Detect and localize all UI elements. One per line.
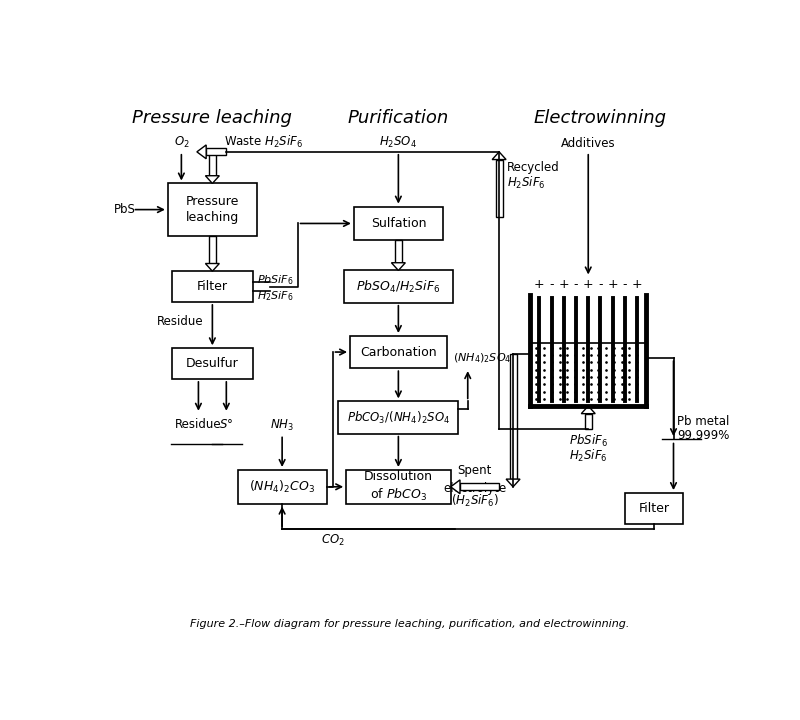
Text: +: + (632, 278, 642, 291)
Text: Pressure leaching: Pressure leaching (133, 109, 292, 127)
Bar (585, 414, 592, 429)
Text: Dissolution
of $PbCO_3$: Dissolution of $PbCO_3$ (364, 470, 433, 503)
Bar (209, 235, 216, 264)
Text: Filter: Filter (197, 280, 228, 293)
Text: $H_2SO_4$: $H_2SO_4$ (379, 135, 418, 150)
Text: Additives: Additives (561, 137, 615, 150)
Bar (354, 207, 443, 240)
Text: electrolyte: electrolyte (443, 482, 506, 495)
Text: $H_2SiF_6$: $H_2SiF_6$ (507, 174, 546, 191)
Text: Purification: Purification (348, 109, 449, 127)
Polygon shape (206, 176, 219, 184)
Text: Sulfation: Sulfation (370, 217, 426, 230)
Text: -: - (598, 278, 602, 291)
Text: $(NH_4)_2SO_4$: $(NH_4)_2SO_4$ (453, 351, 511, 365)
Text: $NH_3$: $NH_3$ (270, 418, 294, 433)
Bar (238, 470, 326, 504)
Text: +: + (534, 278, 545, 291)
Text: Carbonation: Carbonation (360, 346, 437, 359)
Text: $PbSiF_6$: $PbSiF_6$ (569, 433, 608, 449)
Polygon shape (582, 406, 595, 414)
Polygon shape (206, 264, 219, 271)
Text: +: + (583, 278, 594, 291)
Bar (206, 148, 226, 156)
Polygon shape (197, 145, 206, 159)
Text: $O_2$: $O_2$ (174, 135, 190, 150)
Text: Recycled: Recycled (507, 161, 560, 174)
Bar (625, 493, 683, 523)
Text: Figure 2.–Flow diagram for pressure leaching, purification, and electrowinning.: Figure 2.–Flow diagram for pressure leac… (190, 619, 630, 629)
Bar (460, 483, 499, 490)
Text: Spent: Spent (458, 464, 492, 477)
Text: Residue: Residue (175, 418, 222, 431)
Bar (395, 240, 402, 263)
Bar (344, 271, 453, 303)
Text: Pb metal: Pb metal (678, 415, 730, 428)
Text: PbS: PbS (114, 203, 136, 216)
Text: $(H_2SiF_6)$: $(H_2SiF_6)$ (451, 492, 498, 509)
Text: Electrowinning: Electrowinning (534, 109, 666, 127)
Bar (209, 152, 216, 176)
Polygon shape (492, 152, 506, 160)
Bar (172, 348, 253, 379)
Polygon shape (450, 480, 460, 494)
Text: $CO_2$: $CO_2$ (321, 533, 345, 548)
Text: Desulfur: Desulfur (186, 357, 238, 370)
Bar (168, 184, 257, 235)
Bar (172, 271, 253, 302)
Bar (510, 354, 517, 479)
Polygon shape (391, 263, 406, 271)
Text: $PbSO_4/H_2SiF_6$: $PbSO_4/H_2SiF_6$ (356, 279, 441, 294)
Text: +: + (607, 278, 618, 291)
Polygon shape (506, 479, 520, 487)
Text: -: - (574, 278, 578, 291)
Text: $H_2SiF_6$: $H_2SiF_6$ (257, 289, 293, 302)
Bar (350, 336, 447, 368)
Text: Residue: Residue (157, 315, 203, 328)
Text: -: - (622, 278, 627, 291)
Text: +: + (558, 278, 569, 291)
Text: Filter: Filter (638, 502, 670, 515)
Bar (338, 401, 458, 433)
Text: $H_2SiF_6$: $H_2SiF_6$ (569, 448, 607, 464)
Text: Waste $H_2SiF_6$: Waste $H_2SiF_6$ (224, 133, 303, 150)
Text: Pressure
leaching: Pressure leaching (186, 195, 239, 224)
Text: $PbCO_3/(NH_4)_2SO_4$: $PbCO_3/(NH_4)_2SO_4$ (347, 410, 450, 426)
Bar (346, 470, 450, 504)
Text: $PbSiF_6$: $PbSiF_6$ (257, 274, 294, 287)
Bar (496, 160, 502, 217)
Text: $S°$: $S°$ (219, 418, 234, 431)
Text: 99.999%: 99.999% (678, 428, 730, 441)
Text: $(NH_4)_2CO_3$: $(NH_4)_2CO_3$ (249, 479, 315, 495)
Text: -: - (550, 278, 554, 291)
